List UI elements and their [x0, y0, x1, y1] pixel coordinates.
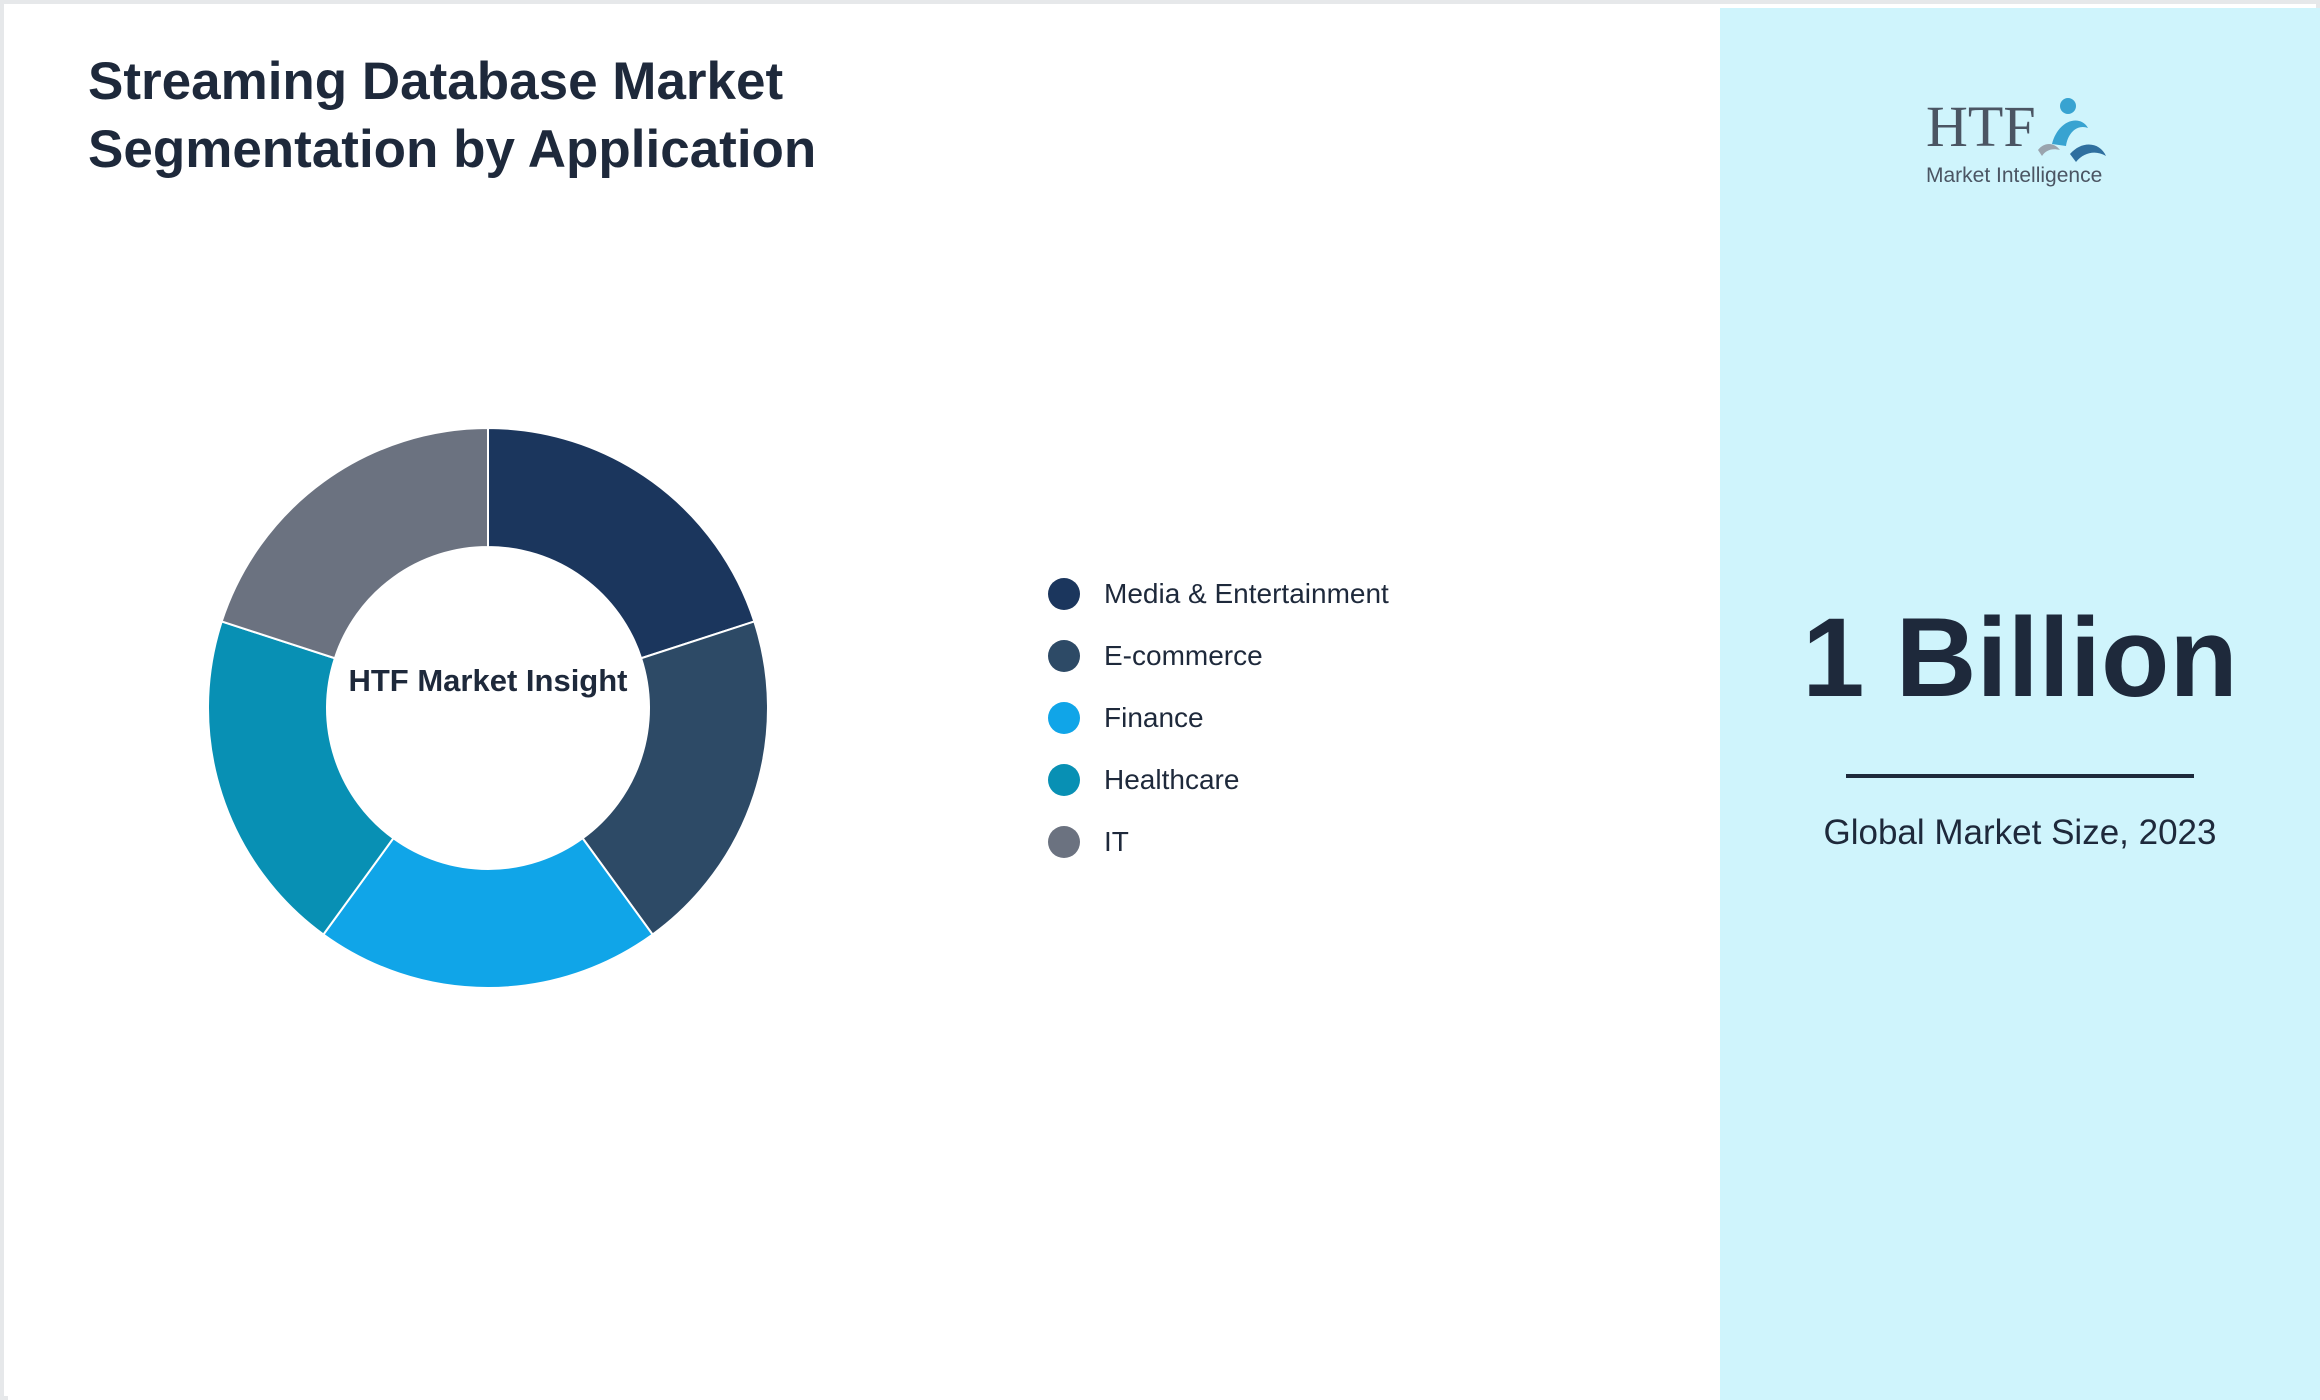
legend-swatch: [1048, 640, 1080, 672]
logo-wave: [2070, 144, 2106, 162]
legend-item-media-entertainment: Media & Entertainment: [1048, 563, 1389, 625]
value-divider: [1846, 774, 2194, 778]
logo-brand-text: HTF: [1926, 94, 2036, 159]
slice-e-commerce: [581, 620, 769, 936]
legend-item-healthcare: Healthcare: [1048, 749, 1389, 811]
legend-item-finance: Finance: [1048, 687, 1389, 749]
legend-label: Finance: [1104, 702, 1204, 733]
legend-item-e-commerce: E-commerce: [1048, 625, 1389, 687]
logo-accent: [2038, 144, 2060, 156]
logo-figure-body: [2052, 120, 2088, 146]
legend-item-it: IT: [1048, 811, 1389, 873]
slice-finance: [322, 836, 654, 990]
market-size-panel: HTF Market Intelligence 1 Billion Global…: [1720, 8, 2320, 1400]
legend-label: Healthcare: [1104, 764, 1240, 795]
legend-swatch: [1048, 578, 1080, 610]
market-size-value: 1 Billion: [1802, 595, 2238, 720]
chart-legend: Media & Entertainment E-commerce Finance He…: [1048, 563, 1389, 873]
legend-swatch: [1048, 826, 1080, 858]
legend-swatch: [1048, 764, 1080, 796]
market-size-caption: Global Market Size, 2023: [1823, 813, 2217, 852]
htf-logo: HTF Market Intelligence: [1926, 94, 2106, 187]
donut-chart: [207, 426, 769, 990]
legend-label: E-commerce: [1104, 640, 1263, 671]
slice-media-entertainment: [487, 426, 756, 660]
logo-figure-head: [2060, 98, 2076, 114]
chart-title: Streaming Database Market Segmentation b…: [88, 52, 817, 179]
logo-tagline: Market Intelligence: [1926, 164, 2102, 187]
slice-it: [220, 426, 489, 660]
chart-panel: Streaming Database Market Segmentation b…: [8, 8, 1720, 1400]
legend-swatch: [1048, 702, 1080, 734]
donut-center-label: HTF Market Insight: [348, 663, 628, 698]
legend-label: IT: [1104, 826, 1129, 857]
legend-label: Media & Entertainment: [1104, 578, 1389, 609]
slice-healthcare: [207, 620, 395, 936]
